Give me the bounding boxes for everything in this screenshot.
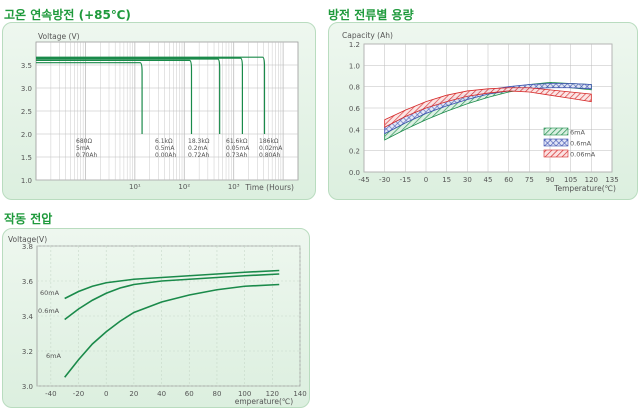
chart3-x-tick-label: 80 [212, 390, 221, 398]
chart3-series-label: 6mA [46, 352, 61, 360]
chart1-y-tick-label: 2.5 [21, 108, 32, 116]
chart2-x-tick-label: -30 [379, 176, 390, 184]
chart1-series-label: 0.5mA [155, 145, 175, 152]
chart1-y-axis-label: Voltage (V) [38, 32, 80, 41]
chart1-y-tick-label: 3.0 [21, 85, 32, 93]
chart2-legend-swatch [543, 149, 569, 158]
voltage-panel [2, 228, 310, 408]
chart3-y-tick-label: 3.0 [22, 383, 33, 391]
chart3-plot-area [36, 245, 301, 387]
chart1-series-label: 0.70Ah [76, 152, 97, 159]
chart2-legend-label: 0.06mA [570, 151, 596, 159]
chart2-y-tick-label: 0.4 [349, 126, 361, 134]
chart3-x-tick-label: 60 [185, 390, 194, 398]
chart1-x-tick-label: 10² [178, 183, 190, 191]
chart3-x-tick-label: 120 [266, 390, 279, 398]
chart3-x-tick-label: 0 [104, 390, 108, 398]
chart3-x-tick-label: -20 [73, 390, 84, 398]
chart2-x-tick-label: -45 [358, 176, 369, 184]
chart2-x-tick-label: 15 [442, 176, 451, 184]
chart3-y-tick-label: 3.4 [22, 313, 34, 321]
chart2-legend-label: 6mA [570, 129, 585, 137]
chart3-x-tick-label: 20 [129, 390, 138, 398]
chart3-series-label: 0.6mA [38, 307, 60, 315]
chart1-series-label: 680Ω [76, 138, 92, 145]
chart3-x-tick-label: 140 [293, 390, 306, 398]
chart1-series-label: 0.00Ah [155, 152, 176, 159]
capacity-title: 방전 전류별 용량 [328, 8, 414, 22]
chart2-x-tick-label: 135 [605, 176, 618, 184]
chart2-y-tick-label: 0.8 [349, 84, 360, 92]
chart3-x-tick-label: 40 [157, 390, 166, 398]
chart2-x-tick-label: 120 [585, 176, 598, 184]
chart1-series-label: 61.6kΩ [226, 138, 248, 145]
chart2-x-axis-label: Temperature(℃) [553, 184, 616, 193]
chart2-y-tick-label: 0.2 [349, 148, 360, 156]
chart2-y-tick-label: 1.0 [349, 62, 360, 70]
chart1-series-label: 0.05mA [226, 145, 250, 152]
chart3-x-tick-label: 100 [238, 390, 251, 398]
chart2-x-tick-label: 60 [504, 176, 513, 184]
chart2-series-band [384, 87, 592, 128]
chart2-y-tick-label: 1.2 [349, 41, 360, 49]
chart3-y-tick-label: 3.2 [22, 348, 33, 356]
chart1-series-line [36, 59, 193, 134]
chart2-x-tick-label: 90 [546, 176, 555, 184]
chart1-x-tick-label: 10¹ [129, 183, 141, 191]
chart2-legend-swatch [543, 127, 569, 136]
operating-voltage-title: 작동 전압 [4, 212, 53, 226]
chart1-series-label: 5mA [76, 145, 91, 152]
chart3-series-line [64, 283, 280, 378]
chart2-y-tick-label: 0.0 [349, 169, 360, 177]
chart2-x-tick-label: -15 [400, 176, 411, 184]
chart2-x-tick-label: 45 [484, 176, 493, 184]
chart1-y-tick-label: 1.0 [21, 177, 32, 185]
chart2-x-tick-label: 105 [564, 176, 577, 184]
chart1-series-label: 186kΩ [259, 138, 279, 145]
high-temp-discharge-title: 고온 연속방전 (+85℃) [4, 8, 131, 22]
chart2-x-tick-label: 30 [463, 176, 472, 184]
chart3-series-line [64, 273, 280, 321]
chart2-x-tick-label: 0 [424, 176, 428, 184]
chart2-x-tick-label: 75 [525, 176, 534, 184]
chart1-x-tick-label: 10³ [228, 183, 240, 191]
chart3-y-axis-label: Voltage(V) [8, 235, 47, 244]
chart2-legend-swatch [543, 138, 569, 147]
chart1-series-label: 0.80Ah [259, 152, 280, 159]
chart1-series-label: 0.73Ah [226, 152, 247, 159]
chart1-series-label: 0.72Ah [188, 152, 209, 159]
chart2-y-tick-label: 0.6 [349, 105, 361, 113]
chart1-y-tick-label: 2.0 [21, 131, 32, 139]
chart2-y-axis-label: Capacity (Ah) [342, 31, 393, 40]
chart1-series-label: 0.02mA [259, 145, 283, 152]
chart3-x-tick-label: -40 [45, 390, 56, 398]
chart1-x-axis-label: Time (Hours) [244, 183, 294, 192]
chart1-y-tick-label: 1.5 [21, 154, 32, 162]
chart1-series-line [36, 57, 244, 134]
chart1-y-tick-label: 3.5 [21, 62, 32, 70]
chart3-x-axis-label: emperature(℃) [235, 397, 294, 406]
chart1-series-line [36, 62, 143, 134]
chart1-series-line [36, 56, 266, 134]
chart3-y-tick-label: 3.8 [22, 243, 33, 251]
chart3-series-line [64, 269, 280, 300]
chart1-series-label: 6.1kΩ [155, 138, 173, 145]
chart2-legend-label: 0.6mA [570, 140, 592, 148]
chart1-series-label: 0.2mA [188, 145, 208, 152]
chart1-series-line [36, 58, 221, 134]
chart1-series-label: 18.3kΩ [188, 138, 210, 145]
chart3-y-tick-label: 3.6 [22, 278, 34, 286]
chart3-series-label: 60mA [40, 289, 60, 297]
